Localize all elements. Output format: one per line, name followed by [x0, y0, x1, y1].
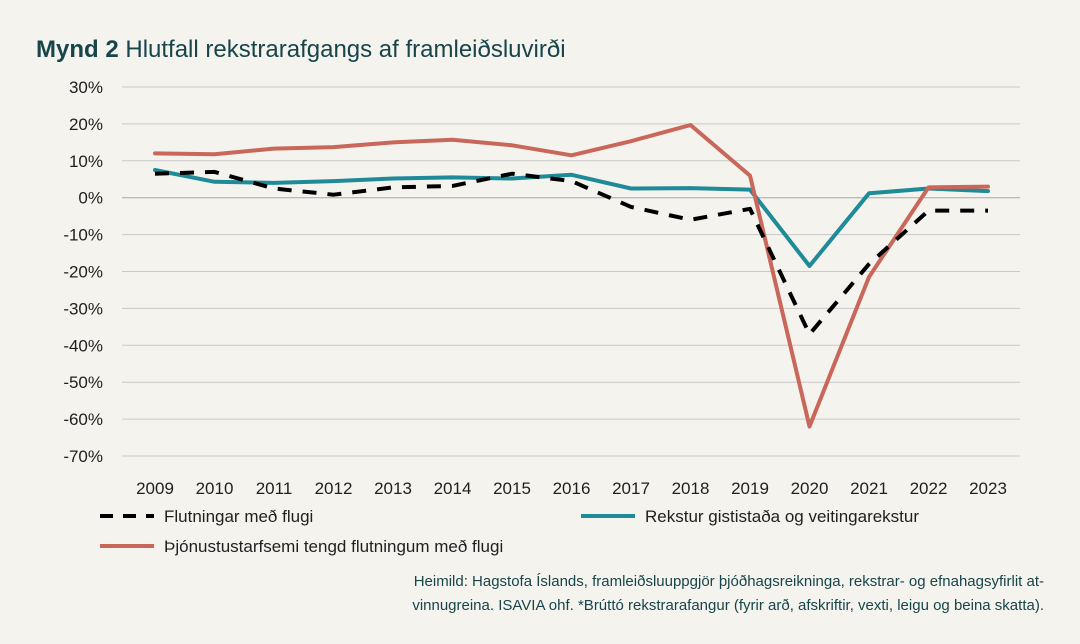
x-tick-label: 2010 — [196, 479, 234, 498]
y-tick-label: -20% — [63, 263, 103, 282]
y-tick-label: -30% — [63, 299, 103, 318]
x-tick-label: 2015 — [493, 479, 531, 498]
y-tick-label: 0% — [78, 189, 103, 208]
x-tick-label: 2017 — [612, 479, 650, 498]
x-tick-label: 2022 — [910, 479, 948, 498]
x-tick-label: 2011 — [256, 479, 293, 498]
y-tick-label: -70% — [63, 447, 103, 466]
x-tick-label: 2014 — [434, 479, 472, 498]
y-tick-label: 20% — [69, 115, 103, 134]
series-line-1 — [154, 169, 988, 337]
y-tick-label: -40% — [63, 336, 103, 355]
source-note: Heimild: Hagstofa Íslands, framleiðsluup… — [324, 570, 1044, 618]
y-tick-label: -10% — [63, 226, 103, 245]
source-line-1: Heimild: Hagstofa Íslands, framleiðsluup… — [413, 573, 1044, 590]
legend-label-2: Rekstur gististaða og veitingarekstur — [645, 507, 919, 526]
x-tick-label: 2020 — [791, 479, 829, 498]
y-axis-ticks: 30% 20% 10% 0% -10% -20% -30% -40% -50% -60% -70% — [63, 78, 103, 466]
y-tick-label: -50% — [63, 373, 103, 392]
y-tick-label: 30% — [69, 78, 103, 97]
y-tick-label: -60% — [63, 410, 103, 429]
figure-number: Mynd 2 — [36, 36, 119, 63]
figure-title: Hlutfall rekstrarafgangs af framleiðsluv… — [125, 36, 566, 63]
x-tick-label: 2013 — [374, 479, 412, 498]
x-tick-label: 2012 — [315, 479, 353, 498]
grid-lines — [122, 86, 1020, 457]
legend: Flutningar með flugi Rekstur gististaða o… — [100, 507, 919, 556]
chart-title: Mynd 2 Hlutfall rekstrarafgangs af framl… — [36, 36, 566, 64]
y-tick-label: 10% — [69, 152, 103, 171]
x-tick-label: 2016 — [553, 479, 591, 498]
legend-label-1: Flutningar með flugi — [164, 507, 313, 526]
series-line-3 — [153, 123, 990, 429]
x-tick-label: 2023 — [969, 479, 1007, 498]
x-tick-label: 2021 — [850, 479, 888, 498]
source-line-2: vinnugreina. ISAVIA ohf. *Brúttó rekstra… — [412, 597, 1044, 614]
series-lines — [153, 123, 990, 429]
legend-label-3: Þjónustustarfsemi tengd flutningum með f… — [164, 537, 503, 556]
x-tick-label: 2019 — [731, 479, 769, 498]
series-line-2 — [153, 168, 990, 268]
x-tick-label: 2009 — [136, 479, 174, 498]
x-axis-ticks: 2009 2010 2011 2012 2013 2014 2015 2016 2017 2018… — [136, 479, 1007, 498]
x-tick-label: 2018 — [672, 479, 710, 498]
